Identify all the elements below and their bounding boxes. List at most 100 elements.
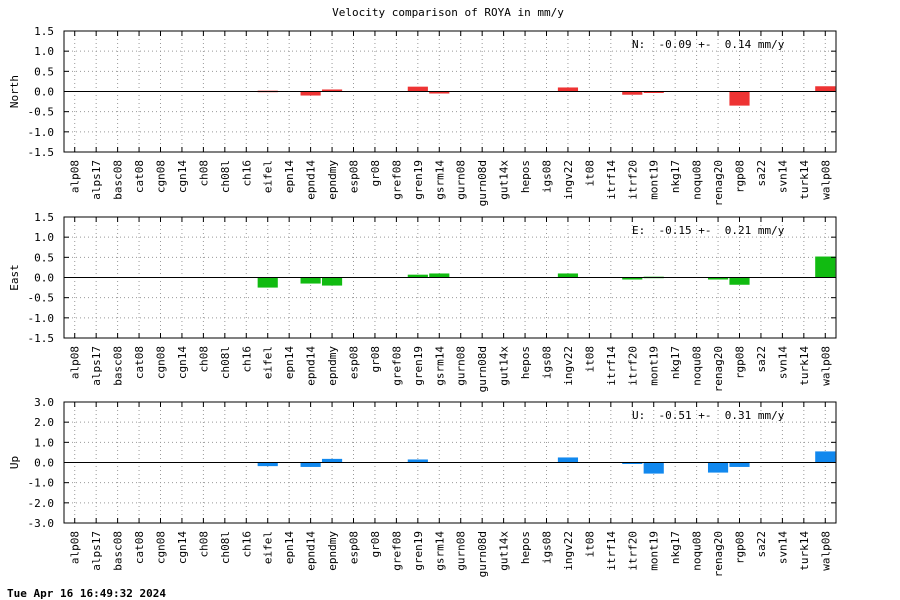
north-xtick-label: it08 [583, 160, 596, 187]
north-bar-rgp08 [729, 91, 750, 106]
east-xtick-label: itrf20 [626, 346, 639, 386]
north-xtick-label: cgn08 [155, 160, 168, 193]
up-ytick-label: -3.0 [28, 517, 55, 530]
north-bar-mont19 [643, 91, 664, 93]
east-xtick-label: ch16 [240, 346, 253, 373]
north-xtick-label: gsrm14 [433, 160, 446, 200]
north-ytick-label: -0.5 [28, 106, 55, 119]
up-xtick-label: walp08 [819, 531, 832, 571]
north-ytick-label: 0.0 [34, 86, 54, 99]
up-xtick-label: rgp08 [734, 531, 747, 564]
north-xtick-label: ch08l [219, 160, 232, 193]
up-xtick-label: noqu08 [691, 531, 704, 571]
up-xtick-label: svn14 [776, 531, 789, 564]
east-ytick-label: 0.5 [34, 251, 54, 264]
up-bar-gren19 [407, 459, 428, 463]
up-ytick-label: 2.0 [34, 416, 54, 429]
east-xtick-label: gsrm14 [433, 346, 446, 386]
north-bar-ingv22 [557, 87, 579, 92]
east-xtick-label: gren19 [412, 346, 425, 386]
north-xtick-label: alp08 [69, 160, 82, 193]
east-xtick-label: ingv22 [562, 346, 575, 386]
up-xtick-label: epn14 [283, 531, 296, 564]
up-xtick-label: sa22 [755, 531, 768, 558]
north-xtick-label: noqu08 [691, 160, 704, 200]
north-xtick-label: gurn08d [476, 160, 489, 206]
east-ytick-label: -1.0 [28, 312, 55, 325]
up-xtick-label: itrf20 [626, 531, 639, 571]
up-bar-renag20 [707, 462, 729, 473]
north-xtick-label: sa22 [755, 160, 768, 187]
east-xtick-label: mont19 [648, 346, 661, 386]
north-xtick-label: turk14 [798, 160, 811, 200]
north-bar-epnd14 [300, 91, 321, 96]
east-xtick-label: walp08 [819, 346, 832, 386]
up-xtick-label: nkg17 [669, 531, 682, 564]
east-xtick-label: cgn14 [176, 346, 189, 379]
up-xtick-label: gurn08d [476, 531, 489, 577]
north-ylabel: North [8, 75, 21, 108]
east-xtick-label: noqu08 [691, 346, 704, 386]
north-xtick-label: cgn14 [176, 160, 189, 193]
east-xtick-label: cat08 [133, 346, 146, 379]
east-xtick-label: turk14 [798, 346, 811, 386]
up-xtick-label: gurn08 [455, 531, 468, 571]
up-xtick-label: esp08 [348, 531, 361, 564]
east-ytick-label: 0.0 [34, 272, 54, 285]
up-annotation: U: -0.51 +- 0.31 mm/y [632, 409, 785, 422]
east-annotation: E: -0.15 +- 0.21 mm/y [632, 224, 785, 237]
north-xtick-label: alps17 [90, 160, 103, 200]
up-ytick-label: 1.0 [34, 436, 54, 449]
up-panel: 3.0 2.0 1.0 0.0 -1.0 -2.0 -3.0 alp08 alps17 basc0… [8, 396, 837, 577]
east-bar-gren19 [407, 274, 428, 278]
up-ylabel: Up [8, 456, 21, 469]
up-xtick-label: itrf14 [605, 531, 618, 571]
timestamp: Tue Apr 16 16:49:32 2024 [7, 587, 166, 600]
chart-title: Velocity comparison of ROYA in mm/y [332, 6, 564, 19]
north-xtick-label: gurn08 [455, 160, 468, 200]
up-xtick-label: gsrm14 [433, 531, 446, 571]
north-xtick-label: mont19 [648, 160, 661, 200]
up-xtick-label: renag20 [712, 531, 725, 577]
up-xtick-label: cgn14 [176, 531, 189, 564]
east-xtick-label: ch08l [219, 346, 232, 379]
north-xtick-label: epn14 [283, 160, 296, 193]
east-ytick-label: -0.5 [28, 292, 55, 305]
north-bar-epndmy [321, 89, 343, 92]
up-xtick-label: gref08 [390, 531, 403, 571]
north-xtick-label: esp08 [348, 160, 361, 193]
east-xtick-label: renag20 [712, 346, 725, 392]
north-xtick-label: nkg17 [669, 160, 682, 193]
east-xtick-label: alp08 [69, 346, 82, 379]
east-xtick-label: nkg17 [669, 346, 682, 379]
north-xtick-label: igs08 [541, 160, 554, 193]
north-xtick-label: svn14 [776, 160, 789, 193]
up-bar-mont19 [643, 462, 664, 474]
up-xtick-label: ch08l [219, 531, 232, 564]
east-xtick-label: igs08 [541, 346, 554, 379]
east-bar-gsrm14 [429, 273, 450, 278]
east-xtick-label: epn14 [283, 346, 296, 379]
east-xtick-label: gurn08d [476, 346, 489, 392]
north-xtick-label: renag20 [712, 160, 725, 206]
up-bar-itrf20 [622, 462, 643, 464]
north-bar-walp08 [815, 86, 836, 92]
north-xtick-label: basc08 [112, 160, 125, 200]
east-xtick-label: esp08 [348, 346, 361, 379]
north-annotation: N: -0.09 +- 0.14 mm/y [632, 38, 785, 51]
east-xtick-label: epnd14 [305, 346, 318, 386]
east-bar-renag20 [707, 277, 729, 280]
north-ytick-label: -1.0 [28, 126, 55, 139]
east-ylabel: East [8, 264, 21, 291]
east-xtick-label: alps17 [90, 346, 103, 386]
north-xtick-label: gren19 [412, 160, 425, 200]
up-xtick-label: hepos [519, 531, 532, 564]
up-xtick-label: turk14 [798, 531, 811, 571]
north-panel: 1.5 1.0 0.5 0.0 -0.5 -1.0 -1.5 alp08 alps17 basc0… [8, 25, 837, 206]
north-xtick-label: itrf14 [605, 160, 618, 200]
east-xtick-label: svn14 [776, 346, 789, 379]
east-xtick-label: gurn08 [455, 346, 468, 386]
east-xtick-label: basc08 [112, 346, 125, 386]
east-xtick-label: cgn08 [155, 346, 168, 379]
